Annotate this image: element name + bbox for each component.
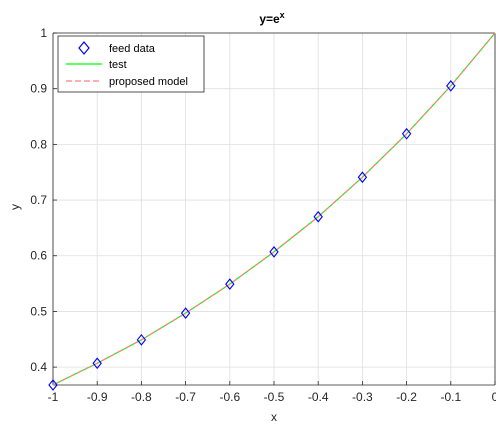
x-tick-label: -0.7	[175, 390, 196, 404]
x-tick-label: -0.5	[264, 390, 285, 404]
x-tick-label: 0	[492, 390, 496, 404]
legend-label-feed-data: feed data	[109, 43, 156, 55]
legend-diamond-marker-icon	[78, 41, 90, 55]
x-tick-label: -0.3	[352, 390, 373, 404]
series	[48, 32, 496, 391]
x-tick-label: -0.2	[396, 390, 417, 404]
feed-data-point	[180, 307, 191, 319]
axes	[52, 32, 496, 386]
legend: feed data test proposed model	[57, 35, 205, 93]
y-tick-label: 0.7	[30, 193, 47, 207]
feed-data-point	[225, 278, 235, 291]
x-tick-label: -0.1	[440, 390, 461, 404]
feed-data-point	[48, 379, 58, 391]
feed-data-point	[92, 357, 102, 370]
feed-data-point	[446, 80, 456, 92]
x-tick-label: -1	[48, 390, 59, 404]
x-tick-label: -0.8	[131, 390, 152, 404]
feed-data-point	[136, 333, 147, 346]
y-tick-label: 0.8	[30, 137, 47, 151]
y-tick-label: 1	[40, 26, 47, 40]
x-axis-label: x	[271, 410, 277, 424]
proposed-model-line	[52, 32, 496, 386]
y-tick-label: 0.4	[30, 360, 47, 374]
x-tick-label: -0.6	[219, 390, 240, 404]
feed-data-point	[313, 210, 323, 223]
legend-label-proposed-model: proposed model	[109, 76, 188, 88]
y-axis-label: y	[8, 204, 22, 210]
x-tick-label: -0.4	[308, 390, 329, 404]
feed-data-point	[269, 245, 279, 258]
chart-title: y=ex	[259, 10, 284, 26]
feed-data-point	[357, 171, 368, 184]
x-tick-label: -0.9	[87, 390, 108, 404]
legend-label-test: test	[109, 59, 127, 71]
y-tick-label: 0.9	[30, 82, 47, 96]
tick-labels: -1 -0.9 -0.8 -0.7 -0.6 -0.5 -0.4 -0.3 -0.2 -0.1 0 0…	[30, 26, 496, 404]
y-tick-label: 0.5	[30, 304, 47, 318]
y-tick-label: 0.6	[30, 249, 47, 263]
feed-data-point	[401, 127, 412, 140]
